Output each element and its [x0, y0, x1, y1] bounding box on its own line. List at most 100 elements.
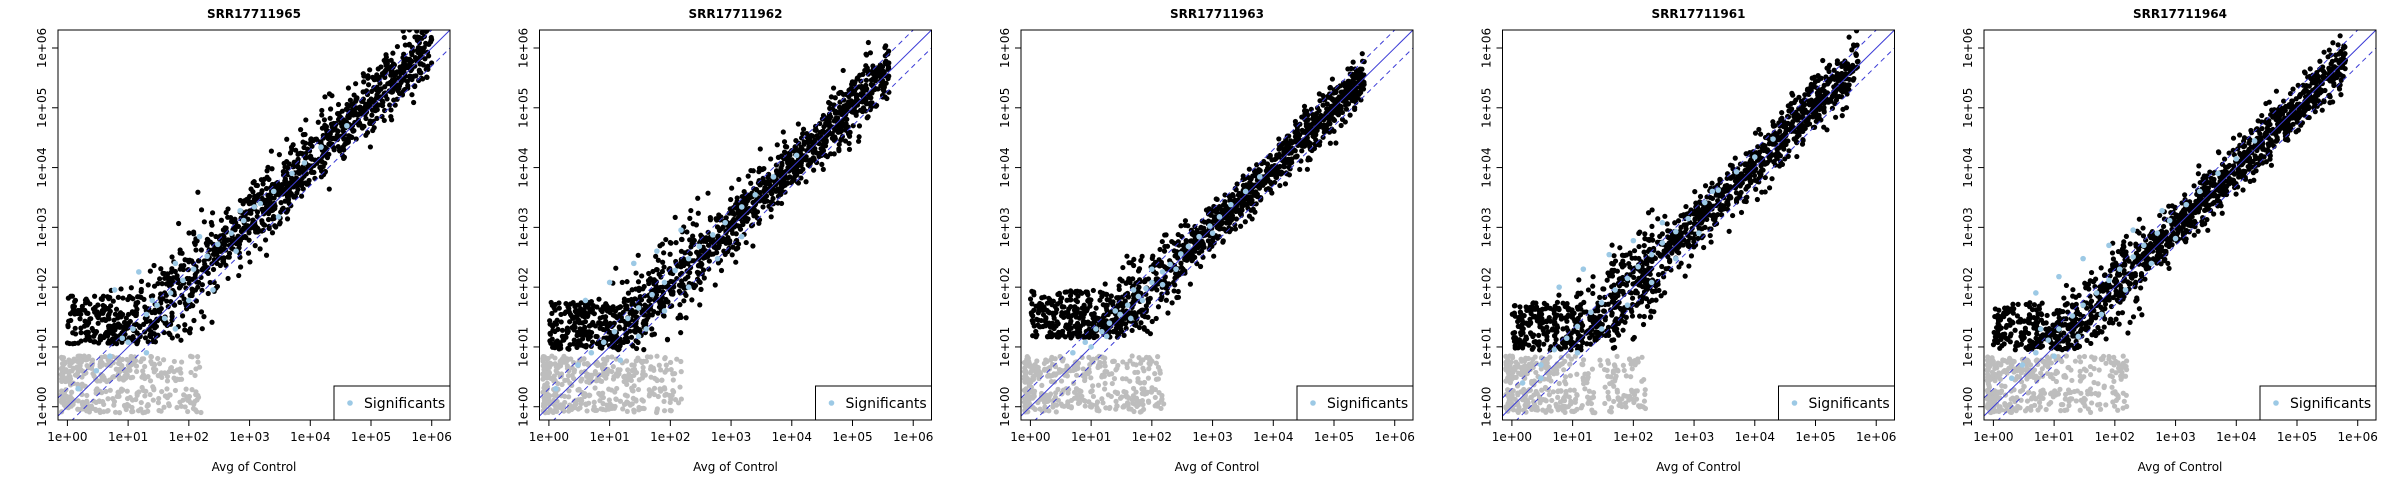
- black-point: [1333, 140, 1338, 145]
- black-point: [603, 301, 608, 306]
- black-point: [821, 129, 826, 134]
- grey-point: [195, 359, 200, 364]
- black-point: [555, 338, 560, 343]
- black-point: [691, 285, 696, 290]
- black-point: [246, 251, 251, 256]
- black-point: [560, 328, 565, 333]
- black-point: [361, 79, 366, 84]
- grey-point: [86, 354, 91, 359]
- black-point: [365, 76, 370, 81]
- black-point: [681, 261, 686, 266]
- black-point: [579, 310, 584, 315]
- grey-point: [581, 356, 586, 361]
- grey-point: [657, 363, 662, 368]
- grey-point: [1071, 368, 1076, 373]
- x-tick-label: 1e+00: [47, 430, 87, 444]
- grey-point: [97, 399, 102, 404]
- grey-point: [184, 387, 189, 392]
- black-point: [368, 144, 373, 149]
- black-point: [734, 238, 739, 243]
- black-point: [1208, 242, 1213, 247]
- x-tick-label: 1e+06: [412, 430, 452, 444]
- grey-point: [555, 399, 560, 404]
- black-point: [660, 260, 665, 265]
- black-point: [169, 269, 174, 274]
- grey-point: [1115, 403, 1120, 408]
- grey-point: [141, 388, 146, 393]
- x-tick-label: 1e+00: [529, 430, 569, 444]
- y-tick-label: 1e+02: [517, 267, 531, 307]
- grey-point: [138, 359, 143, 364]
- black-point: [1133, 323, 1138, 328]
- black-point: [781, 129, 786, 134]
- black-point: [750, 243, 755, 248]
- black-point: [363, 133, 368, 138]
- black-point: [302, 132, 307, 137]
- black-point: [82, 323, 87, 328]
- grey-point: [133, 397, 138, 402]
- black-point: [273, 224, 278, 229]
- black-point: [285, 216, 290, 221]
- x-tick-label: 1e+02: [169, 430, 209, 444]
- significant-point: [654, 248, 660, 254]
- black-point: [646, 278, 651, 283]
- grey-point: [165, 378, 170, 383]
- black-point: [199, 207, 204, 212]
- black-point: [1140, 254, 1145, 259]
- significant-point: [119, 335, 125, 341]
- grey-point: [668, 400, 673, 405]
- grey-point: [165, 374, 170, 379]
- black-point: [182, 322, 187, 327]
- grey-point: [673, 397, 678, 402]
- black-point: [330, 124, 335, 129]
- black-point: [661, 250, 666, 255]
- grey-point: [122, 404, 127, 409]
- grey-point: [1038, 406, 1043, 411]
- grey-point: [1132, 370, 1137, 375]
- black-point: [374, 87, 379, 92]
- grey-point: [554, 409, 559, 414]
- grey-point: [1112, 376, 1117, 381]
- grey-points: [59, 353, 204, 415]
- black-point: [729, 186, 734, 191]
- black-point: [335, 111, 340, 116]
- grey-point: [648, 354, 653, 359]
- grey-point: [598, 393, 603, 398]
- significant-point: [237, 208, 243, 214]
- black-point: [834, 110, 839, 115]
- black-point: [247, 238, 252, 243]
- black-point: [391, 97, 396, 102]
- black-point: [681, 298, 686, 303]
- black-point: [807, 138, 812, 143]
- black-point: [775, 142, 780, 147]
- black-point: [188, 326, 193, 331]
- black-point: [139, 289, 144, 294]
- black-point: [866, 40, 871, 45]
- black-point: [428, 21, 433, 26]
- significant-point: [553, 386, 559, 392]
- black-point: [762, 199, 767, 204]
- black-point: [819, 162, 824, 167]
- x-tick-label: 1e+03: [711, 430, 751, 444]
- grey-point: [561, 408, 566, 413]
- black-point: [1029, 301, 1034, 306]
- grey-point: [611, 374, 616, 379]
- black-point: [291, 194, 296, 199]
- grey-point: [1071, 381, 1076, 386]
- significant-point: [589, 350, 595, 356]
- black-point: [629, 287, 634, 292]
- black-point: [792, 145, 797, 150]
- black-point: [618, 305, 623, 310]
- grey-point: [167, 403, 172, 408]
- grey-point: [601, 401, 606, 406]
- black-point: [611, 304, 616, 309]
- black-point: [1028, 296, 1033, 301]
- black-point: [228, 215, 233, 220]
- black-points: [547, 40, 891, 352]
- black-point: [201, 314, 206, 319]
- black-point: [215, 284, 220, 289]
- black-point: [298, 127, 303, 132]
- black-point: [390, 89, 395, 94]
- black-point: [646, 271, 651, 276]
- black-point: [833, 116, 838, 121]
